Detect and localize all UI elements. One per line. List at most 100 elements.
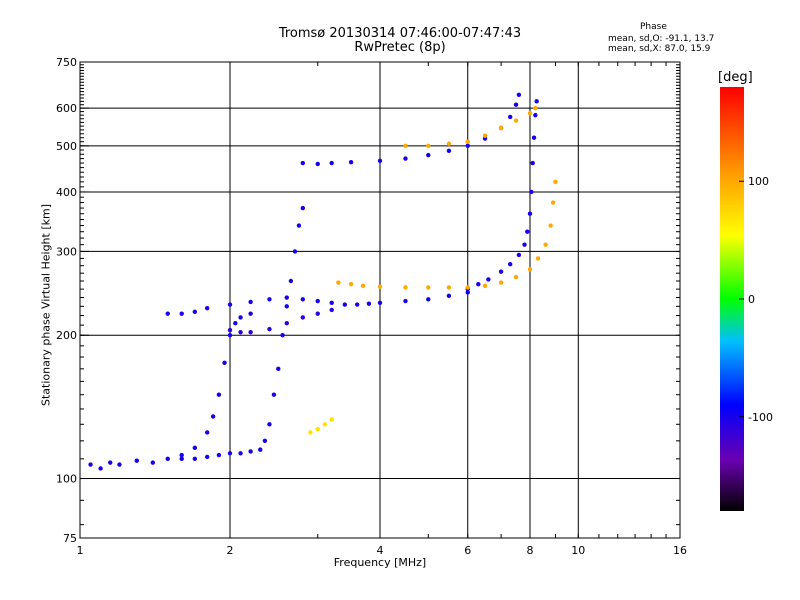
data-point [192,456,198,462]
data-point [426,297,431,302]
data-point [238,451,243,456]
data-point [315,298,320,304]
data-point [446,141,452,146]
stats-o-mode: mean, sd,O: -91.1, 13.7 [608,34,715,44]
data-point [498,125,504,131]
data-point [426,143,431,149]
chart-title: Tromsø 20130314 07:46:00-07:47:43 [278,26,522,41]
data-point [531,135,537,140]
data-point [179,311,184,316]
x-tick-label: 8 [527,544,534,557]
data-point [280,333,285,338]
data-point [366,301,372,306]
colorbar-tick-label: 100 [748,175,769,188]
data-point [288,278,294,284]
grid-lines [80,62,680,538]
data-point [216,452,222,458]
data-point [227,302,233,307]
data-point [165,456,170,462]
data-point [315,161,320,167]
data-point [533,105,538,111]
axis-ticks: 1 2 4 6 8 10 16 75 100 200 300 400 500 600 750 [56,56,687,557]
data-point [296,223,302,228]
x-tick-label: 6 [464,544,471,557]
data-point [530,160,535,166]
data-point [300,315,306,320]
data-point [482,283,488,289]
data-point [322,422,328,427]
data-point [248,449,253,454]
data-point [179,456,184,462]
data-point [179,452,184,458]
data-point [482,133,488,138]
data-point [553,179,558,185]
data-point [476,282,481,287]
data-point [525,229,530,234]
data-point [486,277,491,282]
data-point [267,326,272,332]
data-point [248,311,253,316]
data-point [300,297,306,302]
data-point [271,392,277,397]
x-tick-label: 2 [227,544,234,557]
colorbar-unit-label: [deg] [718,70,753,85]
data-point [360,283,366,289]
x-tick-label: 4 [377,544,384,557]
data-points [88,92,558,471]
chart-subtitle: RwPretec (8p) [354,40,446,55]
data-point [426,152,431,158]
data-point [329,417,334,422]
data-point [329,300,334,305]
data-point [88,462,93,467]
data-point [284,295,289,300]
data-point [377,284,383,289]
data-point [204,305,210,311]
data-point [276,366,281,372]
data-point [377,300,383,305]
y-tick-label: 200 [56,329,77,342]
data-point [238,315,243,320]
data-point [292,249,298,254]
y-tick-label: 600 [56,102,77,115]
data-point [403,285,408,290]
data-point [348,282,354,287]
stats-x-mode: mean, sd,X: 87.0, 15.9 [608,44,711,54]
y-tick-label: 300 [56,245,77,258]
data-point [300,160,306,166]
data-point [308,430,313,435]
data-point [527,211,533,216]
data-point [210,414,216,419]
y-tick-label: 75 [63,532,77,545]
data-point [204,430,210,435]
data-point [446,148,452,154]
data-point [548,223,553,228]
data-point [513,102,519,107]
data-point [227,451,233,456]
data-point [354,302,360,307]
stats-title: Phase [640,22,667,32]
data-point [550,200,556,205]
data-point [165,311,170,316]
data-point [498,280,504,285]
y-tick-label: 500 [56,140,77,153]
data-point [516,252,522,258]
data-point [336,280,341,285]
data-point [534,99,539,104]
data-point [329,160,334,166]
data-point [192,445,198,451]
data-point [543,242,548,247]
data-point [498,269,504,274]
colorbar-tick-label: -100 [748,411,773,424]
data-point [315,426,320,432]
data-point [446,293,452,299]
data-point [527,267,533,272]
x-tick-label: 1 [77,544,84,557]
data-point [117,462,122,467]
data-point [516,92,522,97]
data-point [522,242,527,247]
y-tick-label: 750 [56,56,77,69]
data-point [267,297,272,302]
data-point [446,285,452,290]
data-point [342,302,348,307]
